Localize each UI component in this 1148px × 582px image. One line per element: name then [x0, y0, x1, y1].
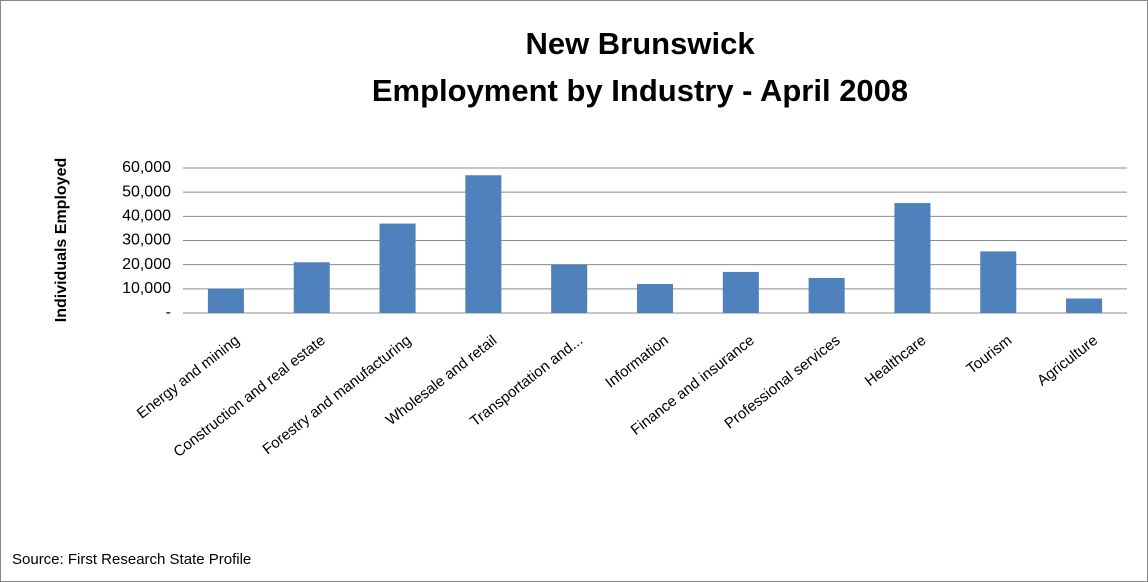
- chart-title: New Brunswick: [525, 26, 755, 61]
- chart-title: Employment by Industry - April 2008: [372, 73, 908, 108]
- bar: [465, 175, 502, 313]
- bar: [894, 203, 931, 313]
- bar: [293, 262, 330, 313]
- bar: [1066, 298, 1103, 313]
- source-note: Source: First Research State Profile: [12, 551, 251, 568]
- bar: [980, 251, 1017, 313]
- y-tick-label: 20,000: [122, 256, 171, 273]
- y-tick-label: -: [166, 304, 171, 321]
- bar: [722, 271, 759, 313]
- bar: [551, 264, 588, 313]
- bar: [808, 277, 845, 313]
- bar: [636, 284, 674, 313]
- y-tick-label: 40,000: [122, 208, 171, 225]
- y-tick-label: 10,000: [122, 280, 171, 297]
- y-tick-label: 30,000: [122, 232, 171, 249]
- y-tick-label: 50,000: [122, 183, 171, 200]
- bar: [207, 288, 244, 313]
- y-axis-label: Individuals Employed: [53, 158, 70, 322]
- y-tick-label: 60,000: [122, 159, 171, 176]
- bar: [379, 223, 416, 313]
